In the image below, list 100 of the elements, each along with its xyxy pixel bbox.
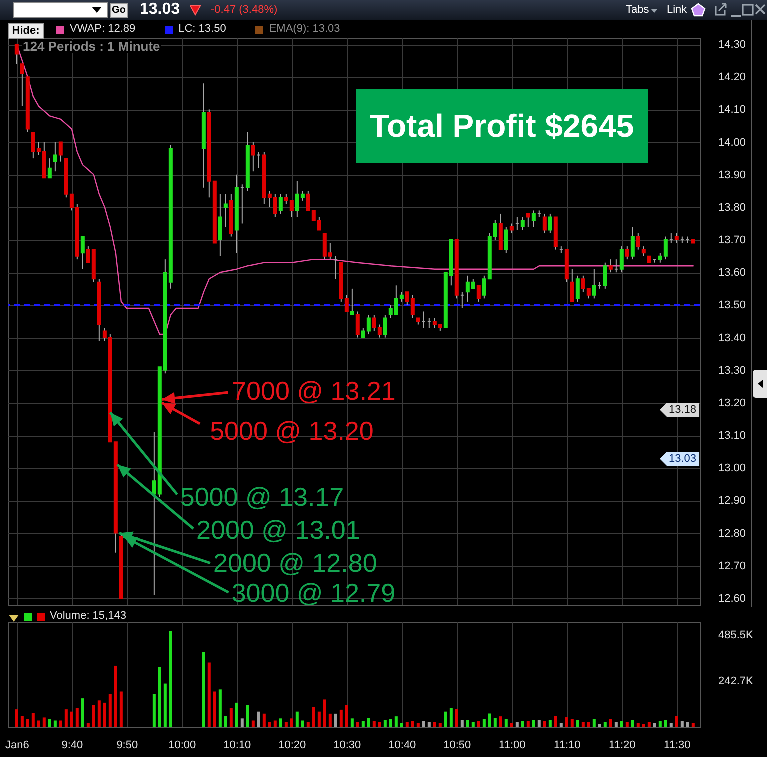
- bar: [494, 718, 497, 727]
- button: Hide:: [8, 23, 44, 39]
- bar: [614, 722, 618, 727]
- bar: [438, 723, 442, 727]
- bar: [169, 631, 172, 727]
- bar: [59, 720, 62, 727]
- bar: [92, 705, 96, 727]
- candlestick: [224, 194, 228, 228]
- y-tick-label: 13.80: [718, 202, 746, 214]
- bar: [54, 720, 57, 727]
- bar: [389, 719, 392, 727]
- bar: [636, 723, 640, 727]
- bar: [499, 716, 502, 727]
- bar: [675, 716, 678, 727]
- candlestick: [20, 64, 24, 107]
- bar: [516, 722, 519, 727]
- y-tick-label: 13.30: [718, 364, 746, 377]
- bar: [428, 722, 431, 727]
- annotation: 5000 @ 13.20: [210, 416, 374, 446]
- annotation: 2000 @ 13.01: [196, 514, 360, 545]
- annotation: 5000 @ 13.17: [180, 482, 344, 512]
- bar: [76, 708, 79, 727]
- bar: [350, 718, 354, 727]
- button: Go: [110, 3, 128, 18]
- bar: [648, 722, 651, 727]
- bar: [224, 716, 228, 727]
- text: 13.03: [140, 1, 180, 18]
- y-tick-label: 13.50: [718, 300, 746, 312]
- y-tick-label: 14.10: [718, 104, 746, 116]
- candlestick: [542, 213, 547, 234]
- bar: [152, 694, 156, 727]
- annotation: 2000 @ 12.80: [214, 548, 378, 578]
- bar: [279, 718, 282, 727]
- bar: [15, 710, 18, 727]
- bar: [20, 716, 24, 727]
- bar: [450, 708, 453, 727]
- y-tick-label: 14.30: [718, 39, 746, 52]
- bar: [664, 720, 668, 727]
- candlestick: [58, 142, 63, 162]
- bar: [252, 720, 255, 727]
- candlestick: [636, 233, 640, 250]
- bar: [114, 666, 118, 727]
- candlestick: [14, 44, 19, 65]
- legend-label: VWAP: 12.89: [70, 23, 136, 35]
- bar: [284, 722, 288, 727]
- text: EMA(9): 13.03: [269, 23, 340, 35]
- x-tick-label: 11:10: [554, 740, 581, 752]
- x-tick-label: Jan6: [5, 740, 30, 752]
- bar: [345, 705, 348, 727]
- bar: [372, 721, 376, 727]
- bar: [235, 702, 238, 727]
- bar: [406, 722, 409, 727]
- y-tick-label: 485.5K: [718, 629, 754, 642]
- bar: [37, 720, 40, 727]
- bar: [208, 662, 211, 727]
- x-tick-label: 10:10: [224, 740, 252, 752]
- bar: [246, 705, 250, 727]
- candlestick: [383, 314, 388, 338]
- bar: [70, 712, 74, 727]
- candlestick: [625, 246, 630, 260]
- annotation: 13.18: [660, 403, 700, 417]
- bar: [670, 723, 673, 727]
- bar: [653, 723, 656, 727]
- chart-title: Volume: 15,143: [50, 610, 126, 622]
- bar: [213, 692, 216, 727]
- candlestick: [532, 210, 536, 228]
- bar: [356, 722, 360, 727]
- bar: [42, 718, 46, 727]
- bar: [103, 702, 106, 727]
- bar: [218, 690, 222, 727]
- bar: [592, 719, 596, 727]
- bar: [472, 722, 475, 727]
- candlestick: [642, 246, 646, 257]
- bar: [26, 719, 30, 727]
- bar: [526, 721, 530, 727]
- bar: [554, 716, 558, 727]
- bar: [598, 724, 602, 727]
- bar: [565, 718, 568, 727]
- x-tick-label: 9:50: [116, 740, 138, 752]
- bar: [262, 714, 266, 727]
- y-tick-label: 13.20: [718, 397, 746, 410]
- bar: [164, 684, 167, 727]
- bar: [230, 708, 233, 727]
- bar: [587, 722, 590, 727]
- bar: [477, 721, 480, 727]
- y-tick-label: 14.20: [718, 72, 746, 84]
- annotation: Total Profit $2645: [356, 89, 648, 163]
- y-tick-label: 242.7K: [718, 676, 754, 688]
- x-tick-label: 10:20: [278, 740, 306, 752]
- bar: [64, 710, 68, 727]
- text: Tabs: [626, 4, 650, 16]
- bar: [312, 707, 316, 727]
- bar: [400, 723, 404, 727]
- candlestick: [603, 262, 608, 290]
- candlestick: [520, 216, 525, 231]
- y-tick-label: 13.00: [718, 462, 746, 475]
- bar: [570, 719, 574, 727]
- bar: [240, 718, 244, 727]
- x-tick-label: 11:30: [664, 740, 691, 752]
- candlestick: [251, 142, 256, 172]
